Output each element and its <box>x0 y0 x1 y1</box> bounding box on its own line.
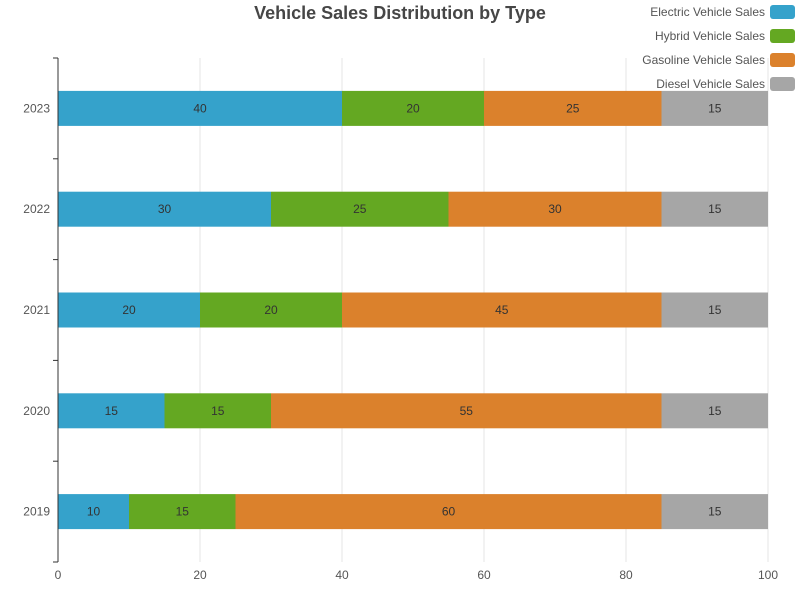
y-tick-label: 2023 <box>23 101 50 115</box>
bar-value-label: 15 <box>708 303 722 317</box>
bar-segment[interactable] <box>661 393 769 429</box>
bar-value-label: 30 <box>158 202 172 216</box>
y-tick-label: 2022 <box>23 202 50 216</box>
bar-value-label: 55 <box>460 404 474 418</box>
y-tick-label: 2021 <box>23 303 50 317</box>
x-tick-label: 20 <box>193 568 207 582</box>
bar-segment[interactable] <box>58 191 271 227</box>
bar-value-label: 15 <box>211 404 225 418</box>
bar-segment[interactable] <box>484 90 662 126</box>
bar-segment[interactable] <box>58 494 129 530</box>
x-tick-label: 40 <box>335 568 349 582</box>
bar-segment[interactable] <box>661 494 769 530</box>
legend-swatch[interactable] <box>770 53 795 67</box>
bar-segment[interactable] <box>342 292 662 328</box>
bar-segment[interactable] <box>271 393 662 429</box>
chart-title: Vehicle Sales Distribution by Type <box>254 3 546 23</box>
bars: 10 15 60 15 15 15 55 15 20 20 45 15 30 25 30 15 40 20 25 15 <box>58 90 769 530</box>
bar-value-label: 25 <box>566 101 580 115</box>
bar-segment[interactable] <box>58 90 342 126</box>
bar-value-label: 30 <box>548 202 562 216</box>
bar-segment[interactable] <box>448 191 662 227</box>
bar-segment[interactable] <box>661 292 769 328</box>
legend-swatch[interactable] <box>770 5 795 19</box>
y-tick-label: 2019 <box>23 505 50 519</box>
bar-value-label: 10 <box>87 505 101 519</box>
bar-segment[interactable] <box>235 494 662 530</box>
y-tick-label: 2020 <box>23 404 50 418</box>
bar-segment[interactable] <box>661 191 769 227</box>
bar-value-label: 15 <box>708 505 722 519</box>
bar-value-label: 20 <box>122 303 136 317</box>
bar-segment[interactable] <box>58 292 200 328</box>
bar-value-label: 45 <box>495 303 509 317</box>
x-tick-label: 80 <box>619 568 633 582</box>
bar-value-label: 15 <box>105 404 119 418</box>
bar-segment[interactable] <box>58 393 165 429</box>
legend-label[interactable]: Electric Vehicle Sales <box>650 5 765 19</box>
bar-segment[interactable] <box>129 494 236 530</box>
legend-swatch[interactable] <box>770 77 795 91</box>
bar-value-label: 20 <box>406 101 420 115</box>
bar-value-label: 15 <box>176 505 190 519</box>
bar-segment[interactable] <box>661 90 769 126</box>
legend-label[interactable]: Hybrid Vehicle Sales <box>655 29 765 43</box>
bar-value-label: 60 <box>442 505 456 519</box>
bar-value-label: 40 <box>193 101 207 115</box>
legend: Electric Vehicle Sales Hybrid Vehicle Sal… <box>642 5 795 91</box>
bar-value-label: 25 <box>353 202 367 216</box>
bar-segment[interactable] <box>164 393 272 429</box>
bar-value-label: 15 <box>708 404 722 418</box>
bar-value-label: 20 <box>264 303 278 317</box>
legend-swatch[interactable] <box>770 29 795 43</box>
x-tick-label: 60 <box>477 568 491 582</box>
x-tick-label: 0 <box>55 568 62 582</box>
bar-segment[interactable] <box>271 191 449 227</box>
x-tick-label: 100 <box>758 568 778 582</box>
bar-segment[interactable] <box>200 292 342 328</box>
legend-label[interactable]: Gasoline Vehicle Sales <box>642 53 765 67</box>
legend-label[interactable]: Diesel Vehicle Sales <box>656 77 765 91</box>
bar-value-label: 15 <box>708 101 722 115</box>
bar-segment[interactable] <box>342 90 484 126</box>
bar-value-label: 15 <box>708 202 722 216</box>
